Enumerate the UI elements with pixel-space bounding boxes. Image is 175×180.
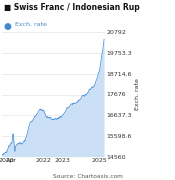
Text: Exch. rate: Exch. rate <box>15 22 47 28</box>
Text: ■ Swiss Franc / Indonesian Rup: ■ Swiss Franc / Indonesian Rup <box>4 3 139 12</box>
Y-axis label: Exch. rate: Exch. rate <box>135 78 140 111</box>
Text: ●: ● <box>4 22 11 32</box>
Text: Source: Chartoasis.com: Source: Chartoasis.com <box>52 174 122 179</box>
